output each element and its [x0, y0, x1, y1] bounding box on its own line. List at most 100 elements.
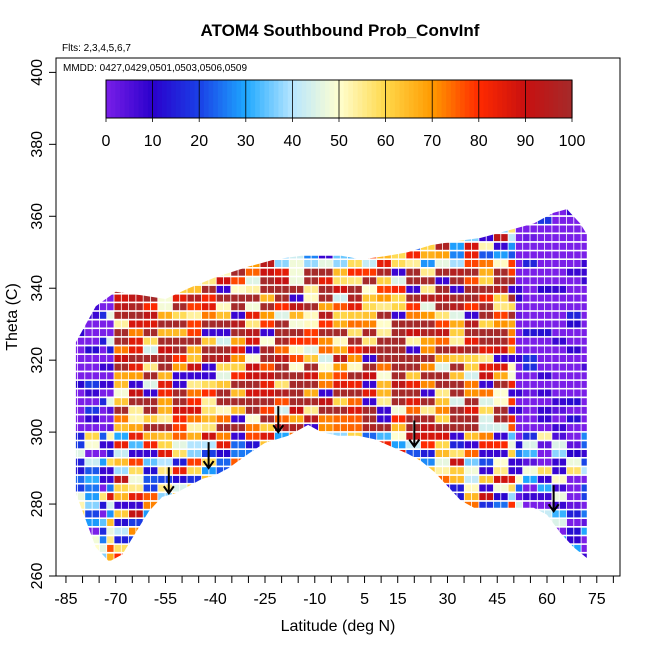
heat-cell: [589, 398, 596, 405]
heat-cell: [494, 562, 501, 569]
heat-cell: [618, 502, 625, 509]
colorbar-swatch: [422, 80, 429, 118]
heat-cell: [391, 337, 399, 345]
heat-cell: [77, 380, 85, 388]
heat-cell: [223, 475, 231, 483]
heat-cell: [231, 450, 238, 457]
heat-cell: [194, 320, 202, 328]
heat-cell: [56, 485, 63, 492]
heat-cell: [559, 458, 567, 466]
heat-cell: [63, 519, 70, 526]
heat-cell: [172, 372, 180, 380]
heat-cell: [282, 225, 289, 233]
heat-cell: [450, 562, 457, 569]
heat-cell: [435, 260, 442, 267]
heat-cell: [238, 536, 245, 544]
heat-cell: [165, 398, 172, 406]
heat-cell: [472, 519, 479, 526]
heat-cell: [413, 285, 421, 293]
heat-cell: [559, 484, 567, 492]
heat-cell: [530, 277, 537, 285]
heat-cell: [340, 251, 348, 259]
heat-cell: [589, 467, 596, 474]
heat-cell: [92, 294, 99, 302]
heat-cell: [464, 544, 472, 552]
heat-cell: [618, 260, 625, 267]
heat-cell: [377, 406, 384, 414]
heat-cell: [340, 475, 348, 483]
heat-cell: [158, 277, 165, 285]
heat-cell: [253, 406, 260, 414]
heat-cell: [530, 544, 537, 552]
heat-cell: [574, 372, 581, 380]
heat-cell: [420, 467, 428, 475]
heat-cell: [545, 398, 552, 406]
heat-cell: [596, 528, 603, 535]
heat-cell: [99, 519, 107, 526]
heat-cell: [399, 398, 406, 406]
heat-cell: [487, 562, 494, 569]
heat-cell: [282, 355, 289, 362]
heat-cell: [231, 389, 238, 397]
heat-cell: [107, 562, 114, 569]
heat-cell: [384, 363, 391, 371]
heat-cell: [129, 501, 136, 509]
heat-cell: [92, 544, 99, 552]
heat-cell: [369, 372, 377, 380]
heat-cell: [150, 475, 158, 483]
heat-cell: [267, 337, 275, 345]
heat-cell: [231, 311, 238, 319]
heat-cell: [493, 355, 501, 362]
heat-cell: [435, 467, 442, 475]
heat-cell: [296, 501, 304, 509]
heat-cell: [216, 432, 224, 440]
heat-cell: [187, 260, 194, 267]
heat-cell: [362, 225, 370, 233]
heat-cell: [537, 406, 545, 414]
x-tick-label: -40: [204, 591, 227, 608]
heat-cell: [457, 536, 464, 544]
heat-cell: [515, 424, 523, 432]
heat-cell: [406, 424, 413, 432]
heat-cell: [559, 268, 567, 276]
heat-cell: [618, 415, 625, 422]
heat-cell: [472, 355, 479, 362]
heat-cell: [442, 467, 450, 475]
heat-cell: [260, 432, 267, 440]
heat-cell: [559, 294, 567, 302]
heat-cell: [537, 493, 545, 501]
heat-cell: [537, 329, 545, 337]
heat-cell: [559, 320, 567, 328]
heat-cell: [348, 536, 355, 544]
heat-cell: [362, 285, 370, 293]
colorbar-swatch: [502, 80, 508, 118]
heat-cell: [493, 216, 501, 224]
heat-cell: [77, 320, 85, 328]
heat-cell: [165, 501, 172, 509]
heat-cell: [472, 380, 479, 388]
heat-cell: [508, 260, 515, 267]
heat-cell: [187, 277, 194, 285]
heat-cell: [180, 398, 187, 406]
heat-cell: [566, 346, 574, 354]
heat-cell: [428, 294, 435, 302]
heat-cell: [92, 432, 99, 440]
heat-cell: [457, 277, 464, 285]
colorbar-swatch: [208, 80, 214, 118]
heat-cell: [340, 467, 348, 475]
heat-cell: [289, 432, 297, 440]
heat-cell: [435, 234, 442, 242]
heat-cell: [304, 234, 311, 242]
heat-cell: [122, 200, 129, 207]
heat-cell: [238, 527, 245, 535]
heat-cell: [187, 337, 194, 345]
heat-cell: [304, 200, 311, 207]
heat-cell: [296, 475, 304, 483]
heat-cell: [180, 510, 187, 518]
heat-cell: [114, 216, 121, 224]
heat-cell: [129, 484, 136, 492]
heat-cell: [486, 527, 494, 535]
heat-cell: [589, 485, 596, 492]
heat-cell: [75, 346, 78, 354]
heat-cell: [369, 346, 377, 354]
